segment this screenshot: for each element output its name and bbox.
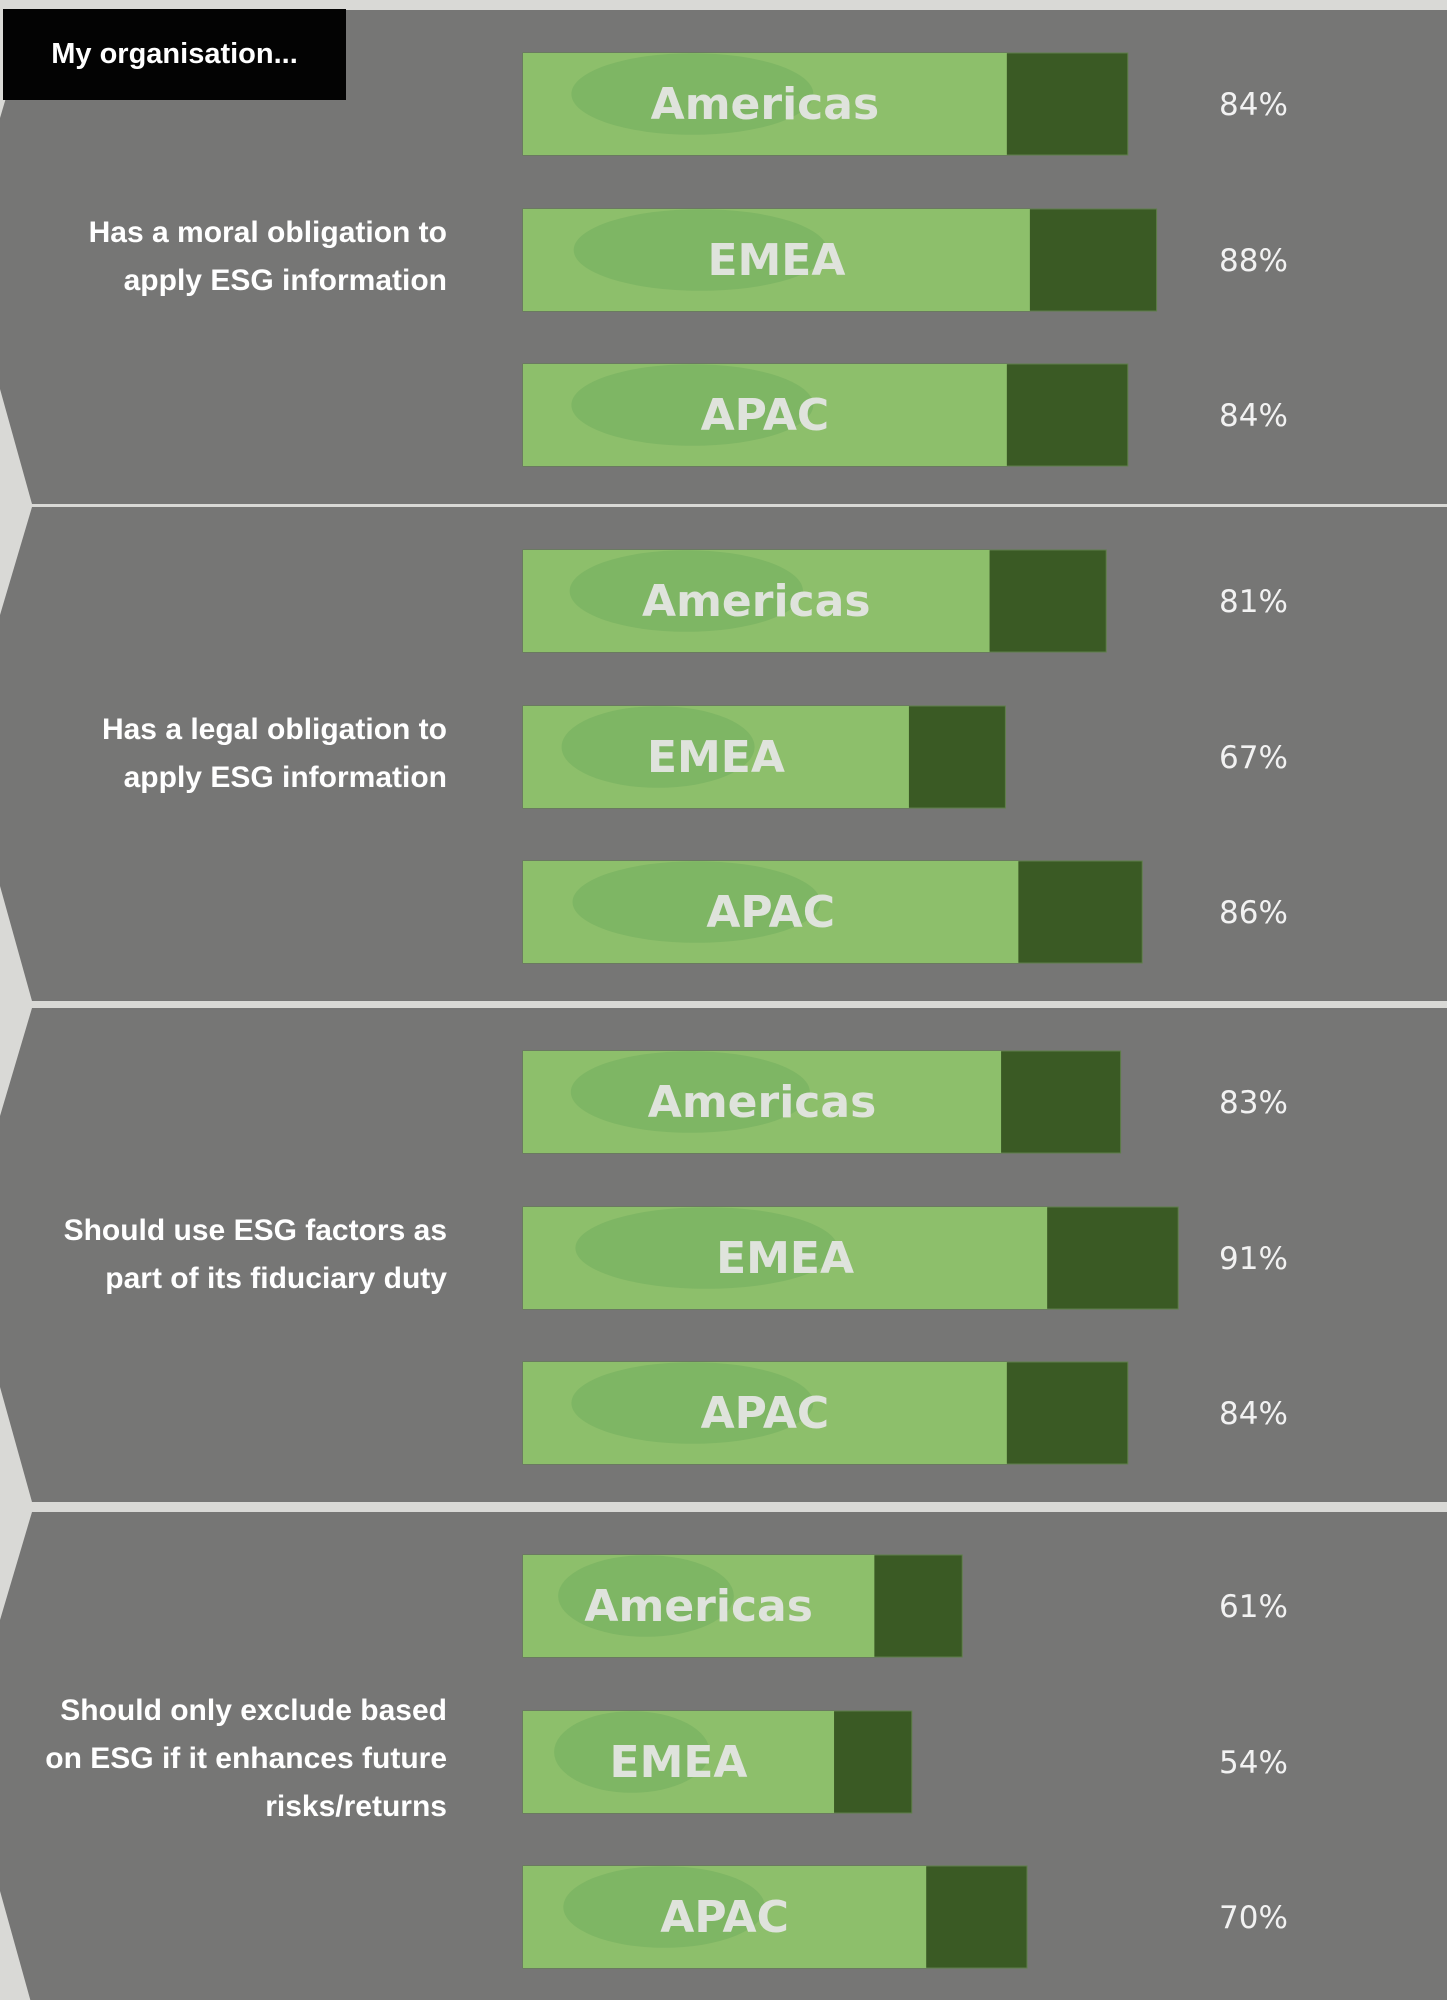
notch — [0, 1387, 32, 1502]
map-decoration — [571, 364, 814, 446]
map-decoration — [569, 550, 803, 632]
series-label: Americas — [642, 576, 871, 627]
notch — [0, 507, 32, 615]
series-label: EMEA — [716, 1233, 854, 1284]
series-label: APAC — [660, 1892, 789, 1943]
series-label: APAC — [701, 390, 830, 441]
map-decoration — [561, 706, 755, 788]
map-decoration — [575, 1207, 838, 1289]
category-label: Should use ESG factors as part of its fi… — [63, 1214, 447, 1295]
value-label: 84% — [1219, 1396, 1288, 1432]
map-decoration — [563, 1866, 765, 1948]
notch — [0, 389, 32, 504]
map-decoration — [571, 1362, 814, 1444]
map-decoration — [572, 861, 821, 943]
value-label: 54% — [1219, 1745, 1288, 1781]
value-label: 88% — [1219, 243, 1288, 279]
map-decoration — [571, 53, 814, 135]
series-label: APAC — [701, 1388, 830, 1439]
value-label: 91% — [1219, 1241, 1288, 1277]
category-label: Has a moral obligation to apply ESG info… — [88, 216, 447, 297]
value-label: 86% — [1219, 895, 1288, 931]
category-label: Should only exclude based on ESG if it e… — [45, 1694, 447, 1823]
map-decoration — [558, 1555, 734, 1637]
notch — [0, 1512, 32, 1620]
series-label: EMEA — [707, 235, 845, 286]
value-label: 84% — [1219, 398, 1288, 434]
value-label: 61% — [1219, 1589, 1288, 1625]
map-decoration — [570, 1051, 810, 1133]
series-label: EMEA — [647, 732, 785, 783]
series-label: EMEA — [610, 1737, 748, 1788]
series-label: Americas — [648, 1077, 877, 1128]
value-label: 67% — [1219, 740, 1288, 776]
category-label: Has a legal obligation to apply ESG info… — [101, 713, 447, 794]
series-label: Americas — [651, 79, 880, 130]
notch — [0, 886, 32, 1001]
value-label: 84% — [1219, 87, 1288, 123]
chart-title: My organisation... — [3, 9, 346, 100]
series-label: Americas — [584, 1581, 813, 1632]
value-label: 81% — [1219, 584, 1288, 620]
notch — [0, 1891, 31, 2000]
value-label: 83% — [1219, 1085, 1288, 1121]
map-decoration — [554, 1711, 710, 1793]
map-decoration — [573, 209, 828, 291]
notch — [0, 1008, 32, 1116]
series-label: APAC — [706, 887, 835, 938]
value-label: 70% — [1219, 1900, 1288, 1936]
